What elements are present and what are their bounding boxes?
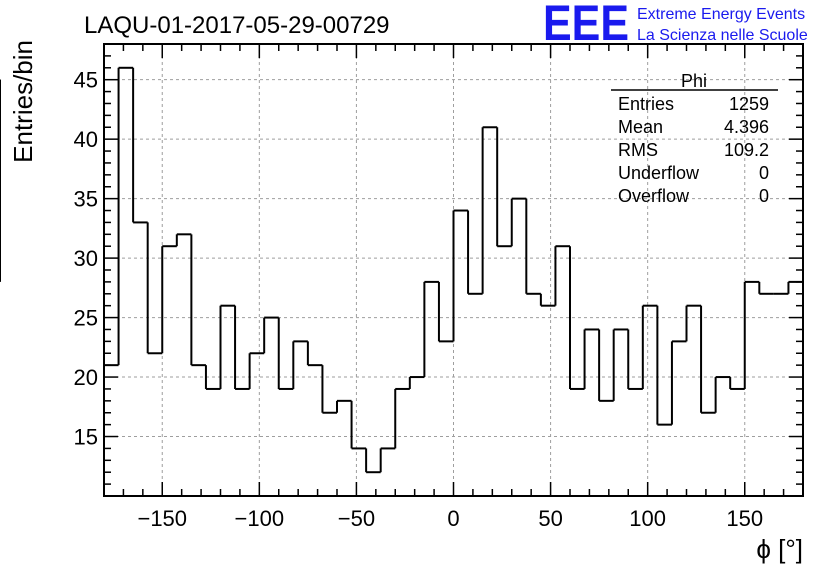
stats-row-label: RMS [618, 140, 658, 160]
y-tick-label: 45 [74, 68, 98, 93]
stats-row-value: 109.2 [724, 140, 769, 160]
x-tick-label: −50 [338, 506, 375, 531]
x-tick-label: 0 [447, 506, 459, 531]
y-tick-label: 15 [74, 425, 98, 450]
stats-row-label: Underflow [618, 163, 700, 183]
stats-row-value: 1259 [729, 94, 769, 114]
stats-row-value: 0 [759, 186, 769, 206]
x-tick-label: 50 [538, 506, 562, 531]
stats-row-label: Mean [618, 117, 663, 137]
logo-line-2: La Scienza nelle Scuole [637, 27, 808, 44]
x-tick-label: 100 [629, 506, 666, 531]
logo-line-1: Extreme Energy Events [637, 6, 805, 23]
x-axis-ticks: −150 −100 −50 0 50 100 150 [103, 44, 804, 531]
stats-row-value: 4.396 [724, 117, 769, 137]
x-axis-label: ϕ [°] [756, 534, 803, 564]
chart-title: LAQU-01-2017-05-29-00729 [84, 12, 390, 39]
stats-rows: Entries 1259 Mean 4.396 RMS 109.2 Underflow 0 Ov… [618, 94, 769, 206]
x-tick-label: 150 [726, 506, 763, 531]
histogram-series [0, 66, 803, 474]
stats-box-title: Phi [681, 71, 707, 91]
stats-box: Phi Entries 1259 Mean 4.396 RMS 109.2 Underflo… [611, 71, 778, 206]
y-tick-label: 25 [74, 306, 98, 331]
y-tick-label: 30 [74, 246, 98, 271]
stats-row-label: Overflow [618, 186, 690, 206]
y-tick-label: 20 [74, 365, 98, 390]
x-tick-label: −100 [235, 506, 285, 531]
y-axis-ticks: 15 20 25 30 35 40 45 [74, 55, 803, 485]
stats-row-value: 0 [759, 163, 769, 183]
y-axis-label: Entries/bin [8, 40, 38, 163]
y-tick-label: 40 [74, 127, 98, 152]
x-tick-label: −150 [137, 506, 187, 531]
y-tick-label: 35 [74, 187, 98, 212]
eee-logo: EEE Extreme Energy Events La Scienza nel… [543, 0, 808, 51]
stats-row-label: Entries [618, 94, 674, 114]
logo-mark: EEE [543, 0, 629, 51]
